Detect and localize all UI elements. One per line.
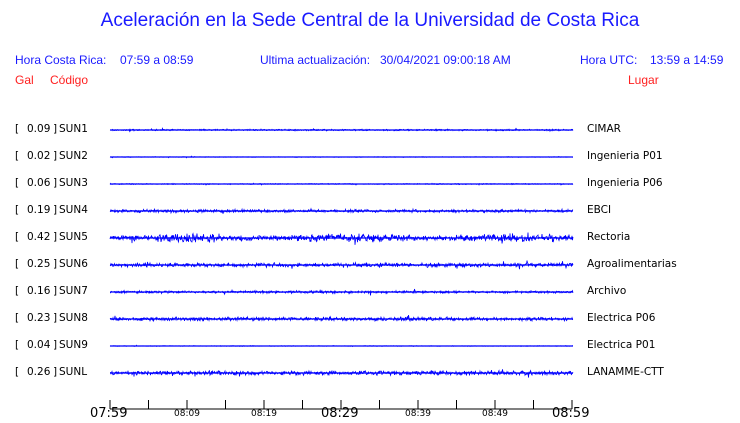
local-time-label: Hora Costa Rica: <box>15 53 107 67</box>
update-label: Ultima actualización: <box>260 53 371 67</box>
station-gal: 0.26 <box>27 366 51 378</box>
station-code: SUN1 <box>59 123 88 135</box>
axis-tick-label: 08:19 <box>251 409 277 419</box>
bracket: [ <box>15 204 20 216</box>
station-place: Rectoria <box>587 231 631 243</box>
bracket: [ <box>15 177 20 189</box>
bracket: [ <box>15 285 20 297</box>
gal-column-header: Gal <box>15 73 34 87</box>
station-gal: 0.19 <box>27 204 51 216</box>
utc-time-label: Hora UTC: <box>580 53 638 67</box>
page-title: Aceleración en la Sede Central de la Uni… <box>100 10 640 31</box>
bracket: [ <box>15 366 20 378</box>
waveform-sun8 <box>109 315 574 323</box>
station-place: Ingenieria P06 <box>587 177 663 189</box>
station-place: LANAMME-CTT <box>587 366 664 378</box>
station-gal: 0.04 <box>27 339 51 351</box>
station-gal: 0.25 <box>27 258 51 270</box>
station-code: SUN6 <box>59 258 88 270</box>
station-place: Archivo <box>587 285 627 297</box>
place-column-header: Lugar <box>628 73 659 87</box>
axis-tick-label: 08:49 <box>482 409 508 419</box>
bracket: [ <box>15 339 20 351</box>
bracket: ] <box>53 285 58 297</box>
axis-tick-label: 08:59 <box>552 406 590 421</box>
station-gal: 0.02 <box>27 150 51 162</box>
bracket: ] <box>53 366 58 378</box>
station-gal: 0.23 <box>27 312 51 324</box>
station-code: SUN5 <box>59 231 88 243</box>
station-code: SUN7 <box>59 285 88 297</box>
bracket: ] <box>53 312 58 324</box>
station-code: SUN4 <box>59 204 88 216</box>
station-place: Electrica P06 <box>587 312 656 324</box>
axis-tick-label: 08:39 <box>405 409 431 419</box>
bracket: ] <box>53 258 58 270</box>
station-gal: 0.42 <box>27 231 51 243</box>
station-place: EBCI <box>587 204 612 216</box>
station-code: SUN9 <box>59 339 88 351</box>
station-code: SUN2 <box>59 150 88 162</box>
utc-time-range: 13:59 a 14:59 <box>650 53 724 67</box>
bracket: [ <box>15 150 20 162</box>
axis-tick-label: 08:29 <box>321 406 359 421</box>
waveform-sun5 <box>109 232 574 245</box>
code-column-header: Código <box>50 73 89 87</box>
bracket: [ <box>15 123 20 135</box>
station-place: Agroalimentarias <box>587 258 677 270</box>
bracket: ] <box>53 339 58 351</box>
station-gal: 0.16 <box>27 285 51 297</box>
station-code: SUN8 <box>59 312 88 324</box>
axis-tick-label: 07:59 <box>90 406 128 421</box>
bracket: ] <box>53 177 58 189</box>
station-gal: 0.09 <box>27 123 51 135</box>
station-code: SUNL <box>59 366 88 378</box>
axis-tick-label: 08:09 <box>174 409 200 419</box>
update-value: 30/04/2021 09:00:18 AM <box>380 53 511 67</box>
station-gal: 0.06 <box>27 177 51 189</box>
station-code: SUN3 <box>59 177 88 189</box>
bracket: [ <box>15 231 20 243</box>
station-place: Electrica P01 <box>587 339 656 351</box>
bracket: [ <box>15 312 20 324</box>
bracket: [ <box>15 258 20 270</box>
bracket: ] <box>53 231 58 243</box>
bracket: ] <box>53 204 58 216</box>
local-time-range: 07:59 a 08:59 <box>120 53 194 67</box>
station-place: CIMAR <box>587 123 621 135</box>
bracket: ] <box>53 150 58 162</box>
station-place: Ingenieria P01 <box>587 150 663 162</box>
bracket: ] <box>53 123 58 135</box>
